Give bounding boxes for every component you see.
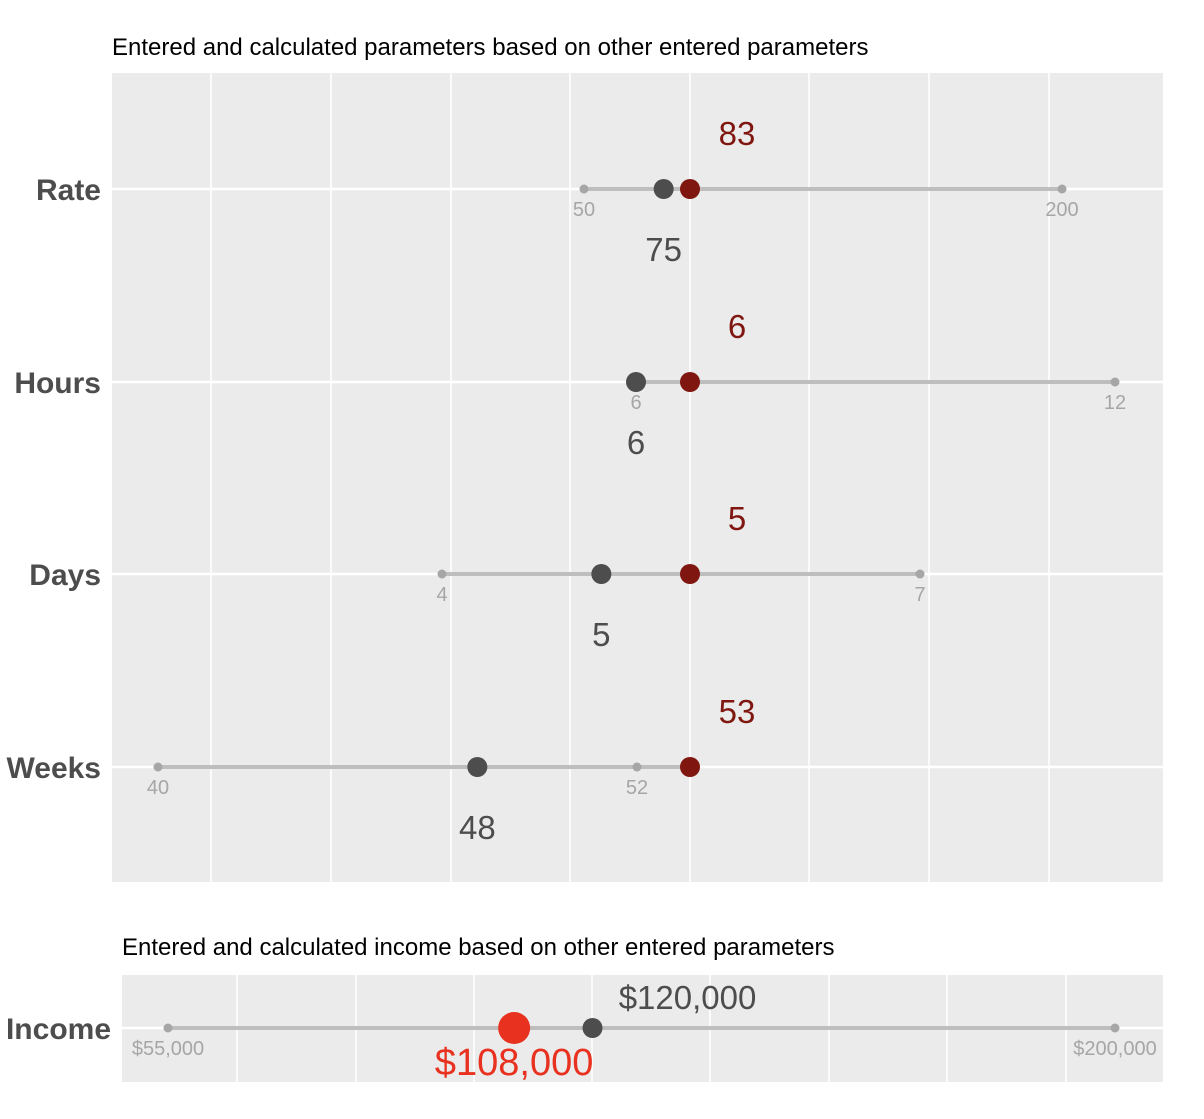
row-label: Days bbox=[29, 559, 101, 592]
entered-value-label: 48 bbox=[459, 809, 496, 846]
range-min-point bbox=[163, 1023, 173, 1033]
entered-value-label: $120,000 bbox=[619, 979, 757, 1016]
range-min-point bbox=[579, 184, 589, 194]
calculated-value-label: $108,000 bbox=[435, 1042, 594, 1084]
calculated-value-label: 83 bbox=[719, 115, 756, 152]
calculated-value-label: 6 bbox=[728, 308, 746, 345]
calculated-point bbox=[498, 1012, 531, 1044]
range-min-point bbox=[437, 569, 447, 579]
row-label: Rate bbox=[36, 174, 101, 207]
range-max-point bbox=[915, 569, 925, 579]
entered-point bbox=[467, 757, 488, 777]
calculated-point bbox=[680, 372, 700, 392]
range-max-point bbox=[1057, 184, 1067, 194]
calculated-point bbox=[680, 757, 700, 777]
range-max-point bbox=[632, 762, 642, 772]
panel-background bbox=[112, 73, 1163, 882]
entered-value-label: 75 bbox=[645, 231, 682, 268]
range-min-label: 40 bbox=[147, 777, 169, 799]
range-max-point bbox=[1110, 377, 1120, 387]
range-max-label: 12 bbox=[1104, 392, 1126, 414]
range-min-label: 4 bbox=[436, 584, 447, 606]
range-min-label: $55,000 bbox=[132, 1038, 204, 1060]
entered-point bbox=[653, 179, 674, 199]
entered-point bbox=[582, 1018, 603, 1038]
range-max-label: 200 bbox=[1045, 199, 1078, 221]
income-chart-title: Entered and calculated income based on o… bbox=[122, 934, 834, 961]
range-max-point bbox=[1110, 1023, 1120, 1033]
row-label: Hours bbox=[14, 367, 101, 400]
range-min-point bbox=[153, 762, 163, 772]
range-max-label: $200,000 bbox=[1073, 1038, 1156, 1060]
calculated-value-label: 5 bbox=[728, 500, 746, 537]
income-panel: Income $55,000 $200,000 $120,000 $108,000 bbox=[6, 975, 1163, 1084]
entered-point bbox=[626, 372, 646, 392]
range-max-label: 7 bbox=[914, 584, 925, 606]
entered-point bbox=[591, 564, 612, 584]
entered-value-label: 6 bbox=[627, 424, 645, 461]
range-min-label: 50 bbox=[573, 199, 595, 221]
calculated-point bbox=[680, 179, 700, 199]
range-min-label: 6 bbox=[630, 392, 641, 414]
row-label: Weeks bbox=[6, 752, 101, 785]
calculated-point bbox=[680, 564, 700, 584]
entered-value-label: 5 bbox=[592, 616, 610, 653]
params-chart-title: Entered and calculated parameters based … bbox=[112, 34, 868, 61]
range-max-label: 52 bbox=[626, 777, 648, 799]
calculated-value-label: 53 bbox=[719, 693, 756, 730]
row-label: Income bbox=[6, 1013, 111, 1046]
